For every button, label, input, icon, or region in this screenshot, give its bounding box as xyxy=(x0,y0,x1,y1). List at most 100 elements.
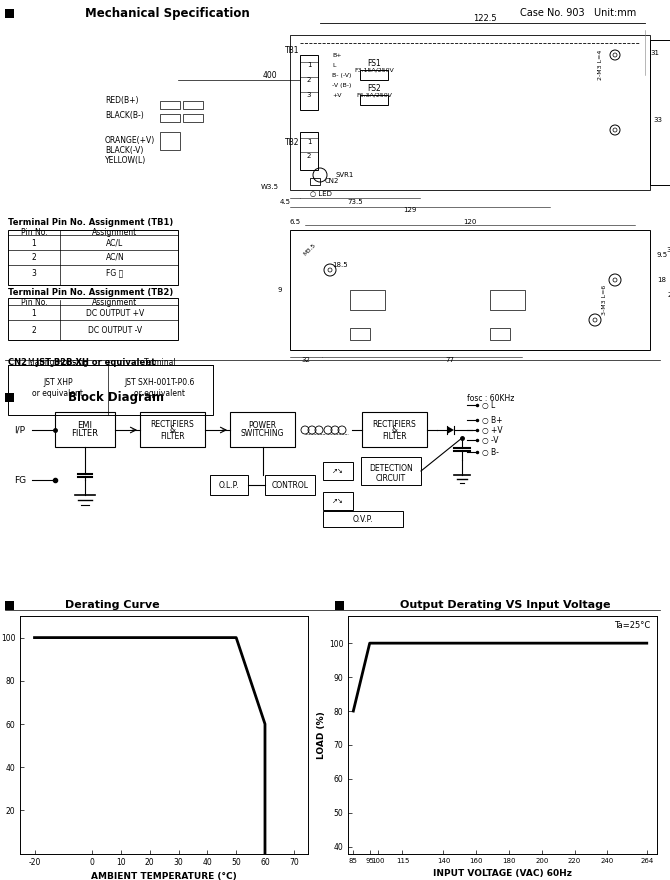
Polygon shape xyxy=(447,426,454,434)
Text: Mating Housing: Mating Housing xyxy=(28,357,88,366)
Bar xyxy=(160,132,180,150)
Bar xyxy=(160,114,180,122)
Text: Pin No.: Pin No. xyxy=(21,228,48,237)
Text: RECTIFIERS: RECTIFIERS xyxy=(151,420,194,429)
Text: Terminal: Terminal xyxy=(143,357,176,366)
Text: 77: 77 xyxy=(446,357,454,363)
Text: DC OUTPUT +V: DC OUTPUT +V xyxy=(86,309,144,318)
Text: SWITCHING: SWITCHING xyxy=(241,429,284,438)
Text: FILTER: FILTER xyxy=(72,429,98,438)
Text: Block Diagram: Block Diagram xyxy=(68,391,164,404)
Text: O.L.P.: O.L.P. xyxy=(218,480,239,489)
Bar xyxy=(350,290,385,310)
Text: 2: 2 xyxy=(307,153,311,159)
Text: I/P: I/P xyxy=(15,426,25,435)
Text: TB1: TB1 xyxy=(285,46,299,55)
Text: F3.15A/250V: F3.15A/250V xyxy=(354,68,394,72)
Text: 33: 33 xyxy=(653,117,663,123)
Text: 1: 1 xyxy=(31,309,36,318)
Bar xyxy=(5,393,14,402)
Bar xyxy=(490,328,510,340)
Bar xyxy=(323,511,403,527)
Text: 73.5: 73.5 xyxy=(347,199,363,205)
Bar xyxy=(360,70,388,80)
Text: 400: 400 xyxy=(263,70,277,79)
Text: ○ +V: ○ +V xyxy=(482,426,502,435)
Text: Mechanical Specification: Mechanical Specification xyxy=(85,6,250,19)
Text: 4.5: 4.5 xyxy=(279,199,291,205)
Text: 9: 9 xyxy=(278,287,282,293)
Text: 18: 18 xyxy=(657,277,667,283)
Text: FILTER: FILTER xyxy=(160,432,185,441)
Text: YELLOW(L): YELLOW(L) xyxy=(105,156,146,165)
Text: 3.5: 3.5 xyxy=(667,247,670,253)
Text: BLACK(B-): BLACK(B-) xyxy=(105,111,144,120)
Text: Pin No.: Pin No. xyxy=(21,297,48,306)
Text: CN2: CN2 xyxy=(325,178,340,184)
Text: 2: 2 xyxy=(31,326,36,334)
Text: Derating Curve: Derating Curve xyxy=(65,600,159,610)
Bar xyxy=(350,328,370,340)
Text: Assignment: Assignment xyxy=(92,228,137,237)
Text: FILTER: FILTER xyxy=(382,432,407,441)
Text: CIRCUIT: CIRCUIT xyxy=(376,473,406,482)
Text: 31: 31 xyxy=(651,50,659,56)
Text: Assignment: Assignment xyxy=(92,297,137,306)
Text: DETECTION: DETECTION xyxy=(369,464,413,473)
Bar xyxy=(490,290,525,310)
Bar xyxy=(323,492,353,510)
Bar xyxy=(55,412,115,447)
Text: 3-M3 L=6: 3-M3 L=6 xyxy=(602,285,608,315)
Text: ○ L: ○ L xyxy=(482,400,495,409)
Bar xyxy=(290,230,650,350)
Text: 120: 120 xyxy=(464,219,476,225)
Text: 3: 3 xyxy=(31,268,36,277)
Text: Case No. 903   Unit:mm: Case No. 903 Unit:mm xyxy=(520,8,636,18)
Text: 28.5: 28.5 xyxy=(667,292,670,298)
Text: CN2 : JST B2B-XH or equivalent: CN2 : JST B2B-XH or equivalent xyxy=(8,357,155,366)
Bar xyxy=(183,101,203,109)
Y-axis label: LOAD (%): LOAD (%) xyxy=(318,711,326,759)
Text: M3.5: M3.5 xyxy=(303,243,317,257)
Text: 1: 1 xyxy=(307,139,312,145)
Text: DC OUTPUT -V: DC OUTPUT -V xyxy=(88,326,142,334)
Text: RED(B+): RED(B+) xyxy=(105,96,139,105)
Bar xyxy=(290,35,650,190)
Text: ○ B-: ○ B- xyxy=(482,448,499,457)
Bar xyxy=(140,412,205,447)
Text: B+: B+ xyxy=(332,53,342,57)
Text: EMI: EMI xyxy=(78,421,92,430)
Bar xyxy=(362,412,427,447)
Bar xyxy=(361,457,421,485)
Text: Terminal Pin No. Assignment (TB2): Terminal Pin No. Assignment (TB2) xyxy=(8,288,174,297)
Bar xyxy=(8,365,213,415)
Text: FG ⏚: FG ⏚ xyxy=(107,268,124,277)
Text: ○ -V: ○ -V xyxy=(482,436,498,444)
Text: F6.3A/250V: F6.3A/250V xyxy=(356,92,392,98)
Text: 9.5: 9.5 xyxy=(657,252,667,258)
Bar xyxy=(5,601,14,610)
Text: SVR1: SVR1 xyxy=(335,172,353,178)
Text: 2: 2 xyxy=(31,253,36,261)
Text: 122.5: 122.5 xyxy=(473,13,497,23)
Text: 6.5: 6.5 xyxy=(289,219,301,225)
Bar xyxy=(323,462,353,480)
Text: Terminal Pin No. Assignment (TB1): Terminal Pin No. Assignment (TB1) xyxy=(8,217,174,226)
Bar xyxy=(183,114,203,122)
X-axis label: AMBIENT TEMPERATURE (°C): AMBIENT TEMPERATURE (°C) xyxy=(91,871,237,880)
Text: BLACK(-V): BLACK(-V) xyxy=(105,145,143,155)
Text: JST XHP
or equivalent: JST XHP or equivalent xyxy=(33,378,84,398)
Text: AC/N: AC/N xyxy=(106,253,125,261)
Text: 32: 32 xyxy=(302,357,310,363)
Bar xyxy=(360,95,388,105)
Text: AC/L: AC/L xyxy=(107,238,124,247)
Text: +V: +V xyxy=(332,92,342,98)
Text: FS2: FS2 xyxy=(367,84,381,92)
Bar xyxy=(5,9,14,18)
Text: ○ LED: ○ LED xyxy=(310,190,332,196)
Bar xyxy=(230,412,295,447)
Text: O.V.P.: O.V.P. xyxy=(352,515,373,524)
Bar xyxy=(310,178,320,185)
Text: ↗↘: ↗↘ xyxy=(332,498,344,504)
Text: FS1: FS1 xyxy=(367,58,381,68)
